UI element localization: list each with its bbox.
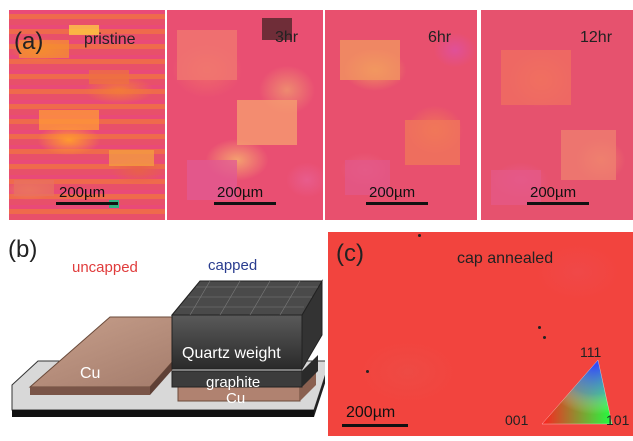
- capping-schematic: [0, 225, 331, 436]
- graphite-label: graphite: [206, 374, 261, 391]
- ipf-label-001: 001: [505, 412, 529, 428]
- base-plate-edge: [12, 410, 314, 417]
- cap-annealed-label: cap annealed: [457, 250, 554, 267]
- cu-left-label: Cu: [80, 365, 101, 382]
- quartz-weight-label: Quartz weight: [182, 345, 281, 362]
- ebsd-image-12hr: [481, 10, 633, 220]
- panel-divider: [323, 10, 325, 220]
- scale-bar: [342, 424, 408, 427]
- panel-divider: [478, 10, 480, 220]
- label-pristine: pristine: [84, 31, 136, 48]
- uncapped-label: uncapped: [72, 259, 138, 276]
- cu-right-label: Cu: [226, 390, 246, 407]
- panel-a-letter: (a): [14, 28, 44, 55]
- ipf-color-key: [541, 359, 613, 425]
- ebsd-image-6hr: [325, 10, 477, 220]
- scale-label: 200µm: [217, 184, 264, 201]
- ebsd-image-cap-annealed: [328, 232, 633, 436]
- scale-label: 200µm: [59, 184, 106, 201]
- ipf-label-111: 111: [580, 344, 602, 360]
- ebsd-image-3hr: [167, 10, 323, 220]
- uncapped-cu-edge: [30, 387, 150, 395]
- panel-b-letter: (b): [8, 236, 38, 263]
- scale-label: 200µm: [369, 184, 416, 201]
- label-3hr: 3hr: [275, 29, 299, 46]
- ebsd-image-pristine: [9, 10, 165, 220]
- label-6hr: 6hr: [428, 29, 452, 46]
- ipf-label-101: 101: [606, 412, 630, 428]
- scale-label: 200µm: [346, 404, 396, 421]
- scale-bar: [214, 202, 276, 205]
- panel-c-letter: (c): [336, 240, 364, 267]
- quartz-weight-top: [170, 280, 323, 316]
- capped-label: capped: [208, 257, 258, 274]
- panel-divider: [165, 10, 167, 220]
- scale-bar: [56, 202, 118, 205]
- label-12hr: 12hr: [580, 29, 613, 46]
- scale-bar: [527, 202, 589, 205]
- scale-label: 200µm: [530, 184, 577, 201]
- schematic-drawing: [11, 279, 331, 417]
- scale-bar: [366, 202, 428, 205]
